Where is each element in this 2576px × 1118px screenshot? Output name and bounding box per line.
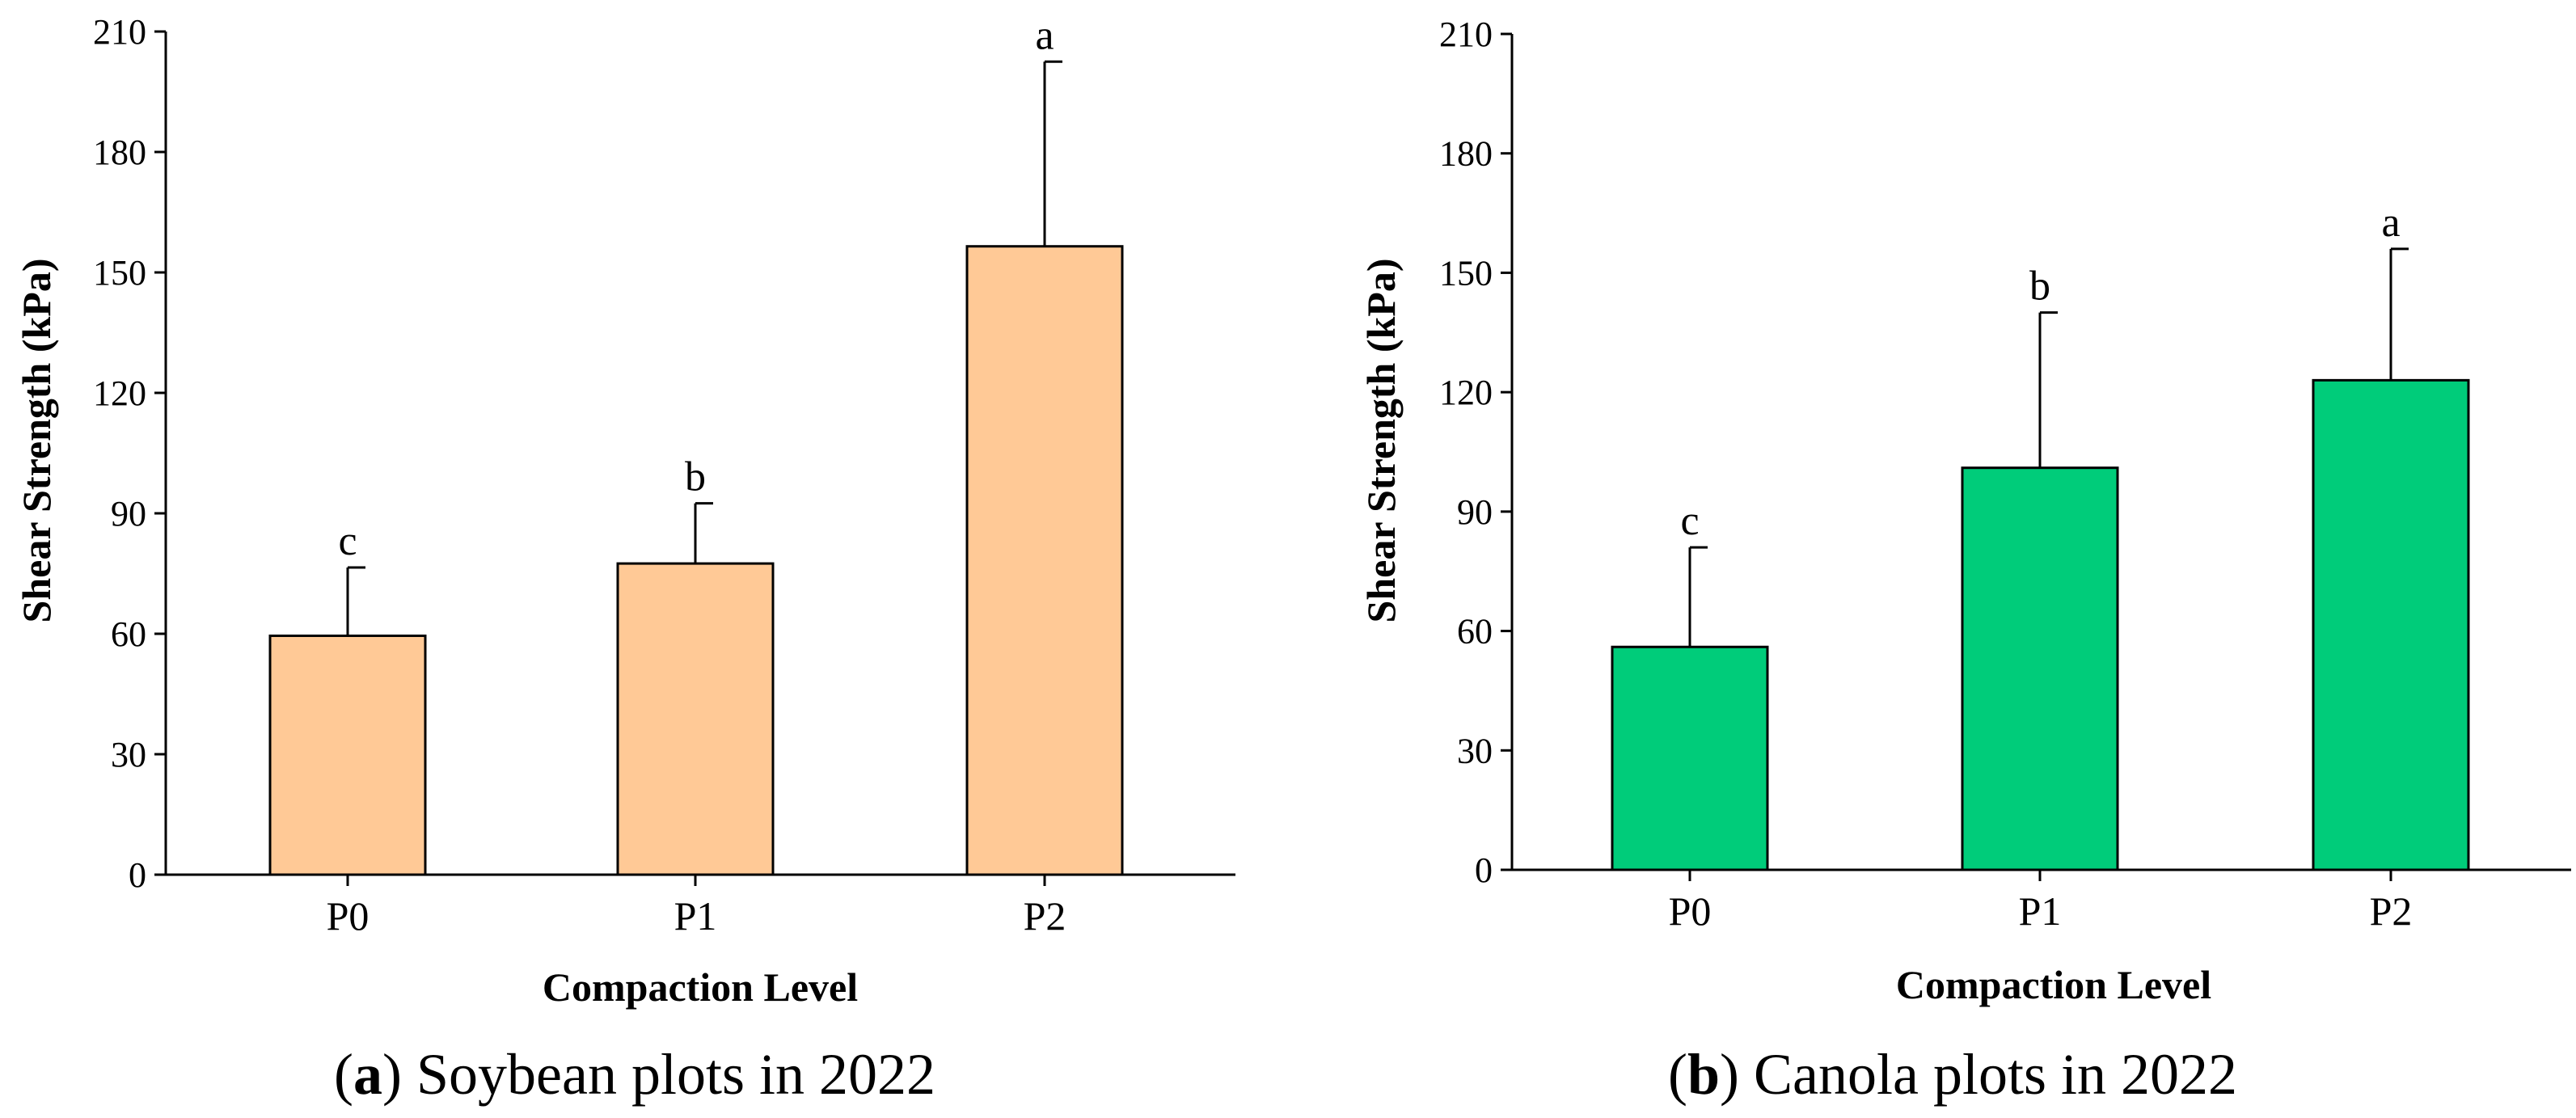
x-axis-tick-labels: P0 P1 P2	[327, 875, 1066, 939]
bar-p0	[268, 634, 427, 876]
caption-text: Soybean plots in 2022	[416, 1042, 935, 1107]
significance-letter: c	[1680, 498, 1699, 544]
y-tick-label: 60	[1457, 612, 1493, 652]
significance-letter: a	[2381, 200, 2400, 246]
panel-caption: (b) Canola plots in 2022	[1668, 1042, 2237, 1107]
x-axis-label: Compaction Level	[1896, 962, 2211, 1007]
y-tick-label: 210	[1439, 15, 1493, 54]
significance-letter: b	[2029, 264, 2050, 310]
bars	[268, 245, 1124, 876]
y-axis-ticks: 0 30 60 90 120 150 180 210	[93, 12, 166, 895]
x-axis-tick-labels: P0 P1 P2	[1669, 870, 2413, 934]
y-axis-ticks: 0 30 60 90 120 150 180 210	[1439, 15, 1512, 890]
bar-p1	[1961, 466, 2119, 871]
y-tick-label: 210	[93, 12, 146, 52]
significance-letter: a	[1035, 12, 1054, 58]
significance-letters: c b a	[1680, 200, 2400, 544]
panel-letter: a	[353, 1042, 382, 1107]
x-tick-label: P1	[674, 893, 717, 939]
y-tick-label: 0	[129, 855, 146, 895]
bar-p1	[616, 562, 775, 876]
y-tick-label: 60	[111, 614, 146, 654]
bar-p2	[965, 245, 1124, 876]
error-bars	[346, 60, 1062, 636]
y-tick-label: 30	[111, 735, 146, 774]
y-tick-label: 90	[1457, 492, 1493, 532]
x-tick-label: P2	[1024, 893, 1066, 939]
y-tick-label: 0	[1475, 850, 1493, 890]
panel-letter: b	[1687, 1042, 1720, 1107]
y-tick-label: 180	[1439, 134, 1493, 174]
y-tick-label: 90	[111, 494, 146, 534]
y-tick-label: 180	[93, 133, 146, 172]
y-tick-label: 150	[93, 253, 146, 293]
y-axis-label: Shear Strength (kPa)	[14, 259, 59, 623]
chart-panel-canola: Shear Strength (kPa) 0 30 60 90 120 150 180 210…	[1358, 15, 2571, 1107]
chart-panel-soybean: Shear Strength (kPa) 0 30 60 90 120 150 180 210…	[14, 12, 1235, 1107]
bars	[1611, 378, 2470, 871]
x-axis-label: Compaction Level	[543, 964, 858, 1010]
y-tick-label: 120	[93, 373, 146, 413]
x-tick-label: P0	[327, 893, 370, 939]
x-tick-label: P0	[1669, 888, 1712, 934]
y-tick-label: 150	[1439, 253, 1493, 293]
bar-p2	[2312, 378, 2470, 871]
x-tick-label: P1	[2019, 888, 2062, 934]
significance-letter: b	[685, 454, 706, 500]
y-tick-label: 120	[1439, 373, 1493, 412]
bar-p0	[1611, 645, 1769, 871]
x-tick-label: P2	[2370, 888, 2413, 934]
significance-letters: c b a	[338, 12, 1054, 564]
y-tick-label: 30	[1457, 731, 1493, 770]
caption-text: Canola plots in 2022	[1754, 1042, 2237, 1107]
significance-letter: c	[338, 518, 357, 564]
panel-caption: (a) Soybean plots in 2022	[334, 1042, 935, 1107]
y-axis-label: Shear Strength (kPa)	[1358, 259, 1404, 623]
error-bars	[1688, 247, 2409, 648]
